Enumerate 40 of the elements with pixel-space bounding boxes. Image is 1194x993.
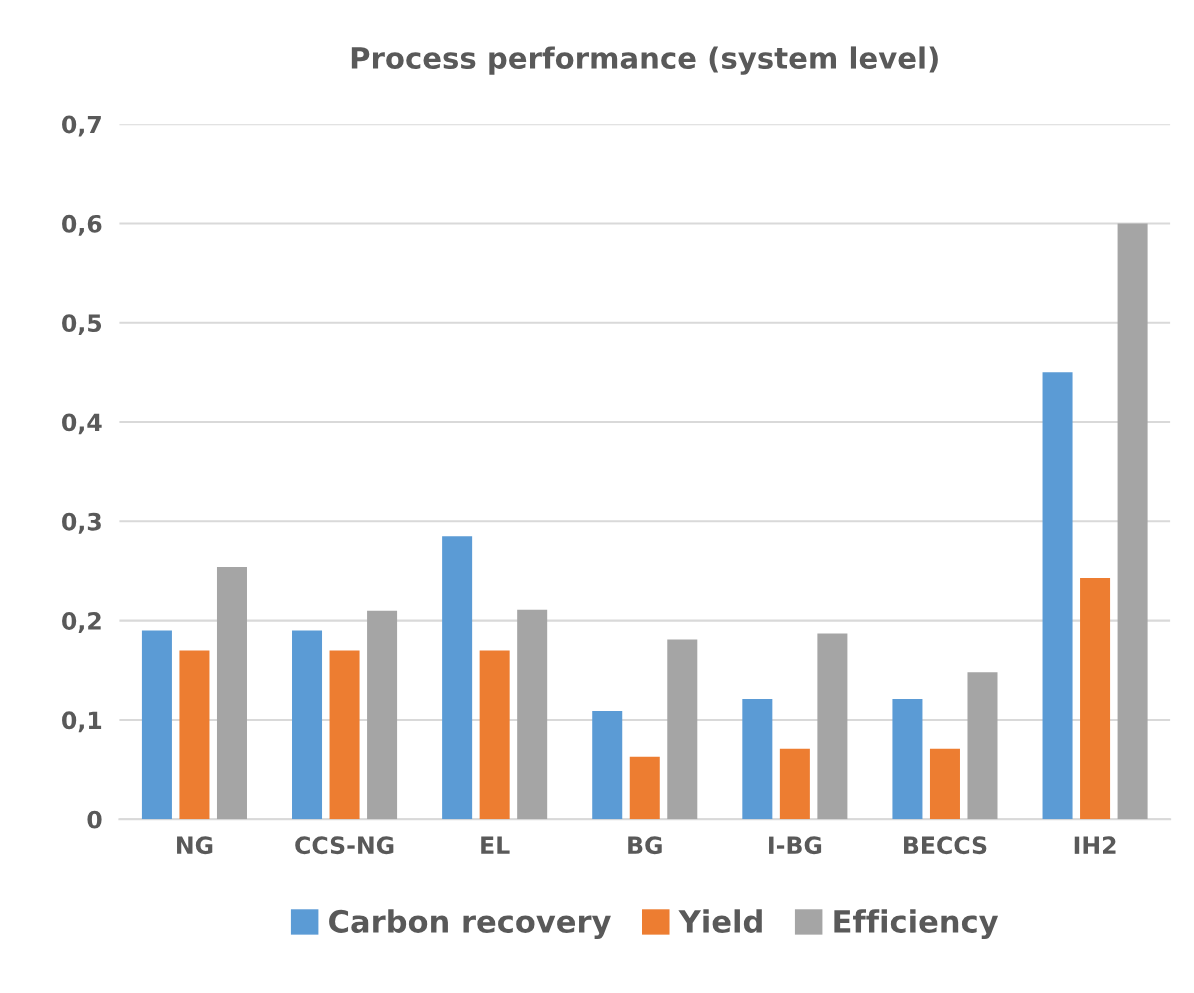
bar — [929, 748, 960, 820]
bar — [779, 748, 810, 820]
bar — [292, 630, 323, 820]
bar — [442, 536, 473, 820]
y-tick-label: 0,5 — [62, 314, 102, 336]
y-tick-label: 0,6 — [62, 214, 102, 236]
y-tick-label: 0,1 — [62, 711, 102, 733]
x-tick-label: EL — [481, 836, 510, 854]
bar — [817, 633, 848, 820]
bar — [967, 672, 998, 820]
bar — [742, 699, 773, 820]
bar — [892, 699, 923, 820]
bar — [1042, 372, 1073, 820]
x-tick-label: IH2 — [1074, 836, 1116, 854]
bar — [1117, 223, 1148, 820]
bar — [517, 609, 548, 820]
bar — [179, 650, 210, 820]
x-tick-label: CCS-NG — [295, 836, 394, 855]
bar — [592, 710, 623, 820]
x-tick-label: BECCS — [904, 836, 987, 855]
bar — [667, 639, 698, 820]
y-tick-label: 0 — [87, 810, 102, 829]
legend-label: Yield — [678, 909, 762, 933]
bar — [629, 756, 660, 820]
bar — [479, 650, 510, 820]
legend-label: Efficiency — [834, 909, 999, 940]
y-tick-label: 0,3 — [62, 512, 101, 534]
x-tick-label: NG — [177, 836, 213, 855]
legend-label: Carbon recovery — [329, 909, 611, 940]
bar — [141, 630, 172, 820]
bar — [367, 610, 398, 820]
bar — [216, 567, 247, 820]
x-tick-label: I-BG — [769, 836, 822, 855]
y-tick-label: 0,2 — [62, 612, 101, 633]
x-tick-label: BG — [628, 836, 662, 855]
y-tick-label: 0,4 — [62, 413, 102, 435]
bar — [329, 650, 360, 820]
chart-title: Process performance (system level) — [351, 46, 938, 75]
bar — [1080, 577, 1111, 820]
y-tick-label: 0,7 — [62, 115, 101, 137]
